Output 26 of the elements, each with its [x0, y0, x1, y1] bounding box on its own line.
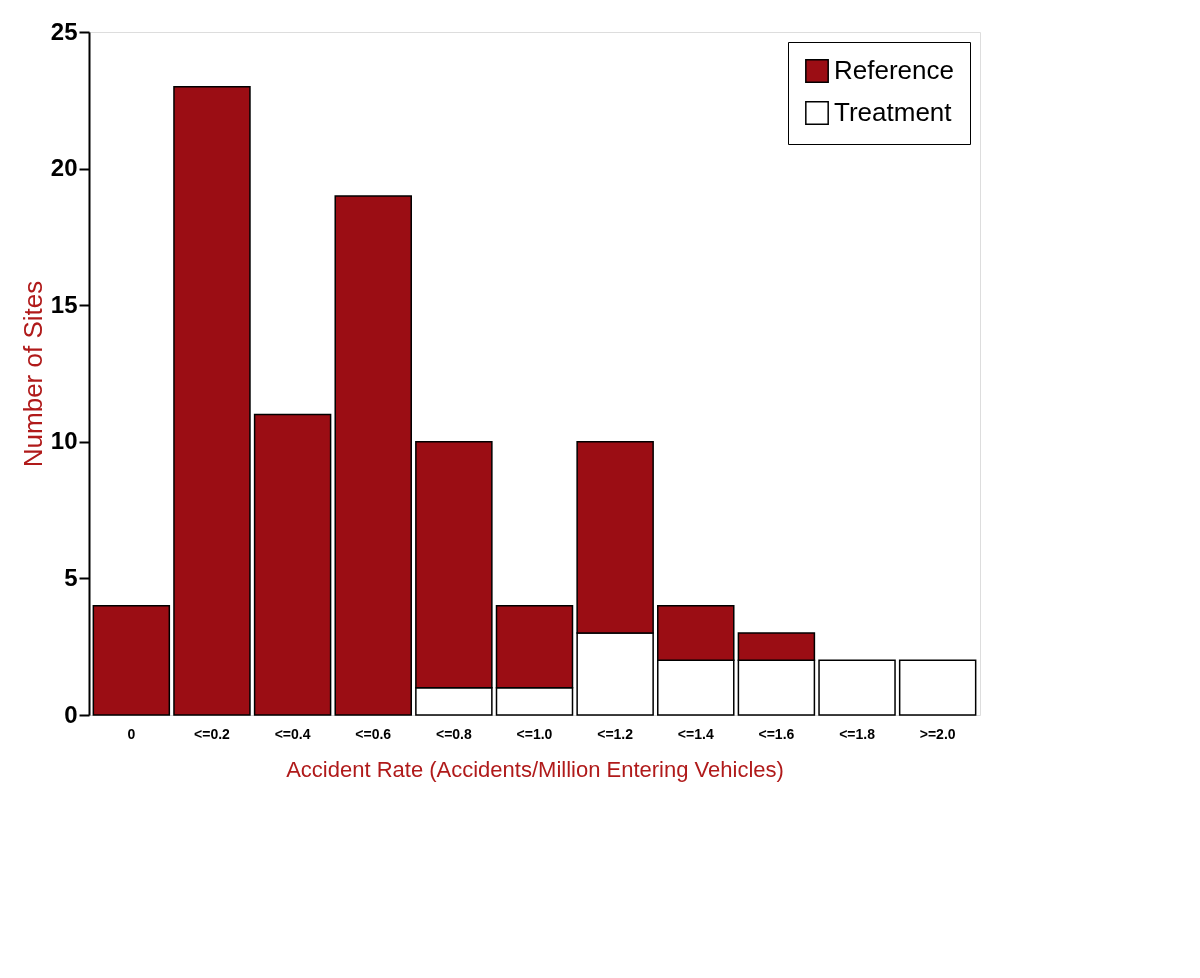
y-tick-label: 5: [64, 563, 78, 591]
y-tick-label: 20: [50, 154, 78, 182]
bar: [818, 659, 896, 716]
bar: [334, 195, 412, 716]
x-tick-label: <=0.2: [194, 725, 231, 742]
bar: [253, 413, 332, 716]
bar: [173, 85, 251, 716]
x-tick-label: 0: [127, 725, 136, 742]
x-axis-title: Accident Rate (Accidents/Million Entering Vehicles): [286, 756, 784, 782]
x-tick-label: <=1.8: [839, 725, 876, 742]
x-tick-label: <=1.4: [677, 725, 714, 742]
y-tick-label: 15: [50, 290, 78, 318]
y-tick-label: 10: [50, 427, 78, 455]
bar: [92, 604, 171, 716]
x-tick-label: <=0.8: [435, 725, 472, 742]
y-axis-title: Number of Sites: [17, 280, 48, 468]
bar: [898, 659, 977, 716]
y-tick-label: 25: [50, 17, 78, 45]
x-tick-label: <=0.6: [355, 725, 392, 742]
x-tick-label: <=1.0: [516, 725, 553, 742]
x-tick-label: <=1.6: [758, 725, 795, 742]
legend-label: Treatment: [834, 97, 953, 127]
x-tick-label: <=1.2: [597, 725, 634, 742]
x-tick-label: <=0.4: [274, 725, 311, 742]
x-tick-label: >=2.0: [919, 725, 956, 742]
legend-label: Reference: [834, 55, 954, 85]
